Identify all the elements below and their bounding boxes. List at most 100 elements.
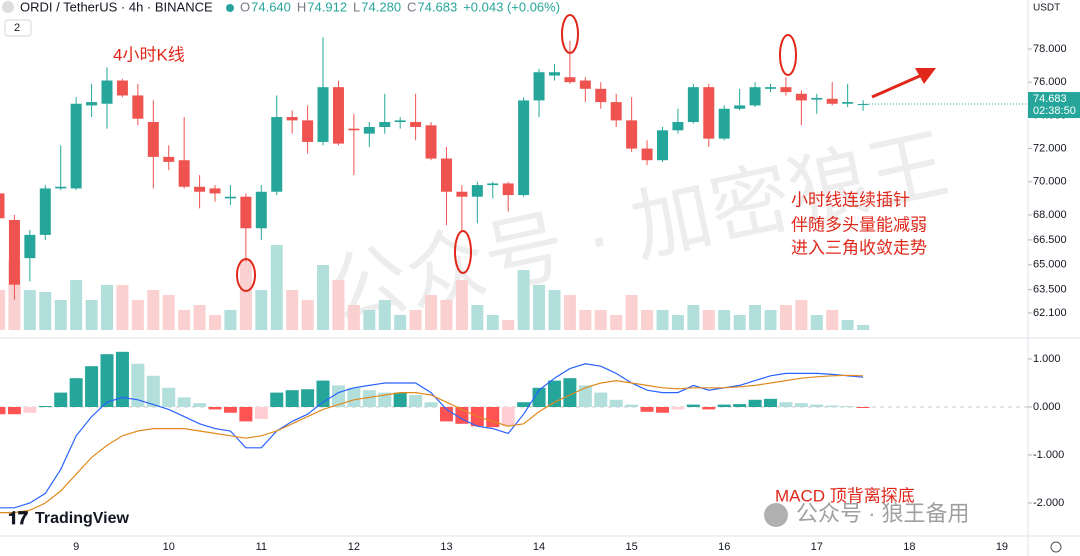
histogram-bar (532, 387, 546, 407)
y-tick-label: 72.000 (1033, 142, 1067, 154)
last-price-tag (1028, 92, 1080, 119)
histogram-bar (856, 406, 870, 408)
y-tick-label: 1.000 (1033, 353, 1061, 365)
histogram-bar (23, 406, 37, 413)
indicator-toggle[interactable] (4, 19, 32, 37)
volume-bar (826, 310, 839, 330)
annotation: 4小时K线 (113, 45, 185, 64)
volume-bar (533, 285, 546, 330)
y-tick-label: -1.000 (1033, 449, 1064, 461)
indicator-count: 2 (14, 22, 20, 34)
histogram-bar (223, 406, 237, 413)
candle-body (425, 125, 437, 159)
volume-bar (131, 300, 144, 330)
histogram-bar (100, 354, 114, 407)
brand: TradingView (35, 510, 130, 527)
volume-bar (656, 310, 669, 330)
volume-bar (548, 290, 561, 330)
candle-body (548, 72, 560, 76)
field-value: 74.683 (417, 0, 457, 14)
last-price: 74.683 (1033, 93, 1067, 105)
candle-body (194, 186, 206, 192)
settings-icon[interactable] (1050, 541, 1062, 553)
candle-body (101, 80, 113, 104)
highlight-ellipse (561, 14, 579, 54)
y-tick-label: 66.500 (1033, 234, 1067, 246)
candle-body (178, 160, 190, 187)
volume-bar (162, 295, 175, 330)
candle-body (379, 122, 391, 127)
candle-body (471, 185, 483, 197)
candle-body (749, 87, 761, 106)
candle-body (811, 97, 823, 100)
field-label: C (407, 0, 416, 14)
volume-bar (39, 292, 52, 330)
histogram-bar (825, 405, 839, 407)
candle-body (595, 88, 607, 103)
histogram-bar (270, 392, 284, 407)
volume-bar (116, 285, 129, 330)
histogram-bar (547, 380, 561, 407)
annotation: 进入三角收敛走势 (791, 238, 927, 257)
histogram-bar (686, 404, 700, 407)
candle-body (394, 120, 406, 123)
candle-body (641, 148, 653, 161)
y-tick-label: 0.000 (1033, 401, 1061, 413)
volume-bar (610, 315, 623, 330)
highlights (236, 14, 797, 292)
histogram-bar (794, 403, 808, 407)
histogram-bar (285, 390, 299, 407)
x-tick-label: 19 (996, 541, 1008, 553)
candle-body (255, 191, 267, 229)
candle-body (703, 87, 715, 139)
histogram-bar (779, 402, 793, 407)
volume-bar (317, 265, 330, 330)
annotation: 伴随多头量能减弱 (791, 215, 927, 234)
histogram-bar (115, 351, 129, 407)
histogram-bar (301, 389, 315, 407)
wechat-icon (764, 503, 788, 527)
volume-bar (378, 300, 391, 330)
volume-bar (286, 290, 299, 330)
candle-body (564, 77, 576, 83)
candle-body (116, 80, 128, 96)
ohlc-fields: O 74.640 H 74.912 L 74.280 C 74.683 +0.043 (+0.0… (240, 0, 560, 14)
histogram-bar (439, 406, 453, 422)
candle-body (147, 122, 159, 157)
volume-bar (641, 310, 654, 330)
candle-body (780, 87, 792, 93)
highlight-ellipse (236, 258, 256, 292)
volume-bar (301, 300, 314, 330)
volume-bar (502, 320, 515, 330)
volume-bar (594, 310, 607, 330)
histogram-bar (671, 406, 685, 410)
candle-body (317, 87, 329, 142)
candle-body (687, 87, 699, 123)
histogram-bar (594, 392, 608, 407)
y-tick-label: 68.000 (1033, 209, 1067, 221)
field-label: O (240, 0, 250, 14)
candle-body (363, 126, 375, 134)
y-tick-label: 76.000 (1033, 76, 1067, 88)
volume-bar (394, 315, 407, 330)
candle-body (332, 87, 344, 144)
y-tick-label: 78.000 (1033, 43, 1067, 55)
volume-bar (409, 310, 422, 330)
candle-body (656, 130, 668, 161)
histogram-bar (7, 406, 21, 415)
x-tick-label: 10 (163, 541, 175, 553)
candle-body (487, 183, 499, 186)
candle-body (132, 95, 144, 119)
symbol: ORDI / TetherUS · 4h · BINANCE (20, 0, 213, 14)
candle-body (626, 120, 638, 149)
volume-bar (517, 270, 530, 330)
macd-line (0, 363, 864, 509)
histogram-bar (501, 406, 515, 427)
highlight-ellipse (779, 34, 797, 76)
volume-bar (810, 315, 823, 330)
histogram-bar (316, 380, 330, 407)
histogram-bar (625, 404, 639, 407)
volume-bar (455, 280, 468, 330)
histogram-bar (486, 406, 500, 428)
